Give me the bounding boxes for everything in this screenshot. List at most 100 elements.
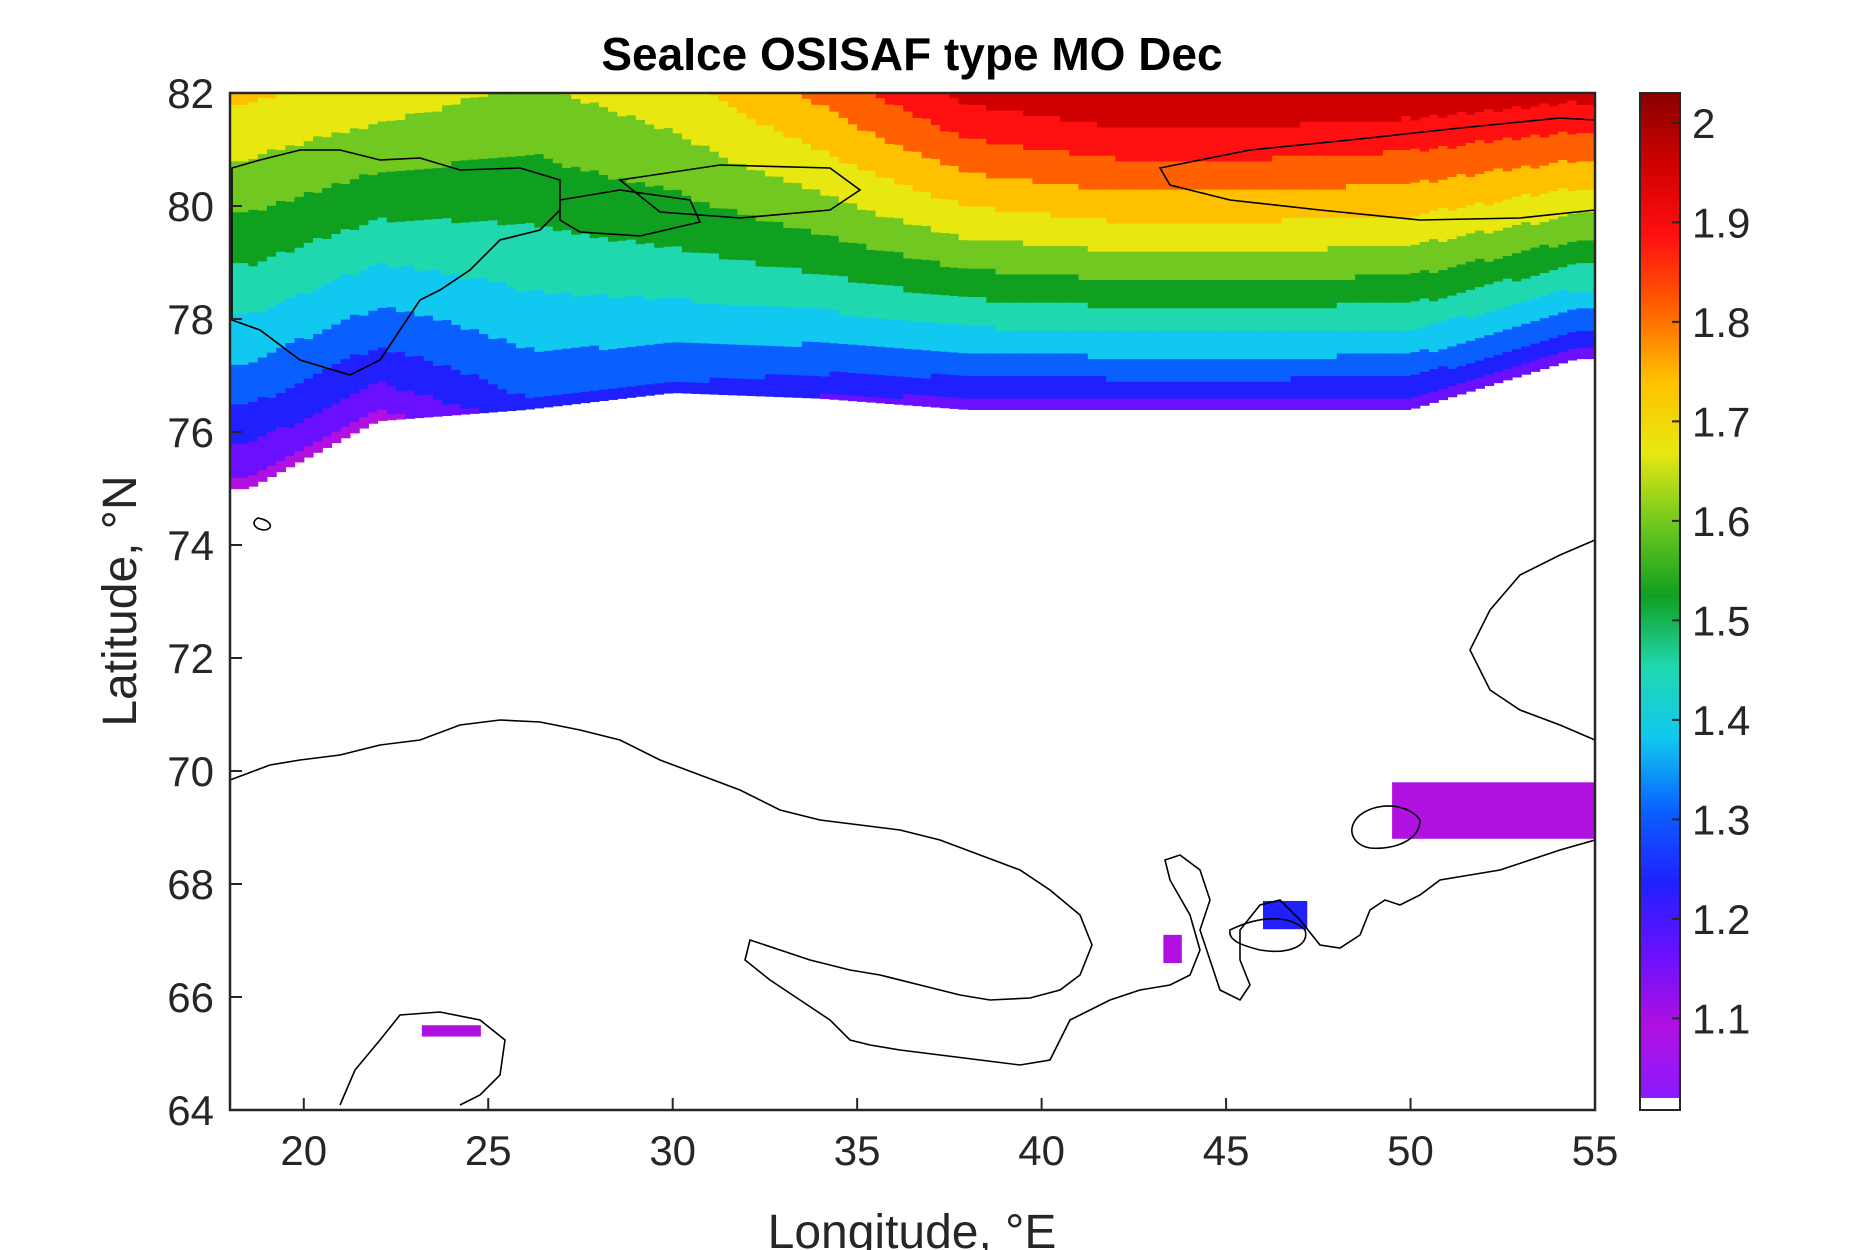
ice-cell (691, 274, 701, 281)
ice-cell (1004, 177, 1015, 184)
ice-cell (672, 183, 683, 190)
ice-cell (921, 146, 932, 153)
ice-cell (331, 222, 342, 229)
ice-cell (322, 238, 333, 245)
ice-cell (368, 118, 379, 125)
ice-cell (423, 94, 434, 102)
ice-cell (442, 341, 452, 349)
ice-cell (645, 202, 655, 210)
ice-cell (294, 275, 305, 282)
ice-cell (442, 127, 452, 134)
ice-cell (525, 346, 535, 353)
ice-cell (1013, 115, 1024, 122)
ice-cell (396, 130, 406, 138)
ice-cell (303, 366, 314, 373)
ice-cell (608, 105, 618, 112)
ice-cell (303, 163, 314, 170)
ice-cell (285, 178, 296, 185)
ice-cell (432, 94, 443, 101)
ice-cell (617, 302, 628, 309)
ice-cell (811, 284, 821, 292)
ice-cell (930, 316, 941, 323)
ice-cell (977, 398, 987, 405)
ice-cell (764, 93, 775, 98)
ice-cell (921, 259, 932, 266)
ice-cell (764, 379, 775, 386)
ice-cell (257, 119, 268, 126)
ice-cell (801, 143, 812, 150)
ice-cell (359, 162, 369, 169)
ice-cell (552, 247, 563, 254)
ice-cell (571, 290, 582, 297)
ice-cell (635, 136, 646, 143)
ice-cell (820, 392, 831, 400)
ice-cell (930, 147, 941, 154)
ice-cell (294, 230, 305, 237)
ice-cell (921, 140, 932, 147)
ice-cell (257, 187, 268, 194)
ice-cell (266, 239, 277, 246)
ice-cell (608, 365, 618, 372)
ice-cell (414, 259, 425, 266)
ice-cell (294, 388, 305, 395)
ice-cell (469, 181, 480, 188)
ice-cell (414, 236, 425, 243)
ice-cell (562, 348, 572, 355)
ice-cell (792, 93, 803, 99)
ice-cell (497, 100, 508, 107)
ice-cell (377, 160, 388, 167)
ice-cell (838, 100, 849, 107)
ice-cell (552, 140, 563, 147)
ice-cell (580, 261, 591, 268)
ice-cell (672, 336, 683, 343)
ice-cell (230, 217, 240, 224)
ice-cell (322, 249, 333, 256)
ice-cell (912, 207, 923, 215)
ice-cell (313, 310, 323, 318)
ice-cell (552, 117, 563, 124)
ice-cell (857, 93, 867, 97)
ice-cell (359, 185, 369, 192)
ice-cell (294, 145, 305, 152)
ice-cell (451, 397, 462, 404)
ice-cell (451, 358, 462, 365)
ice-cell (552, 93, 563, 96)
ice-cell (442, 364, 452, 371)
ice-cell (414, 366, 425, 373)
ice-cell (589, 226, 600, 233)
ice-cell (266, 250, 277, 257)
ice-cell (995, 262, 1006, 269)
ice-cell (958, 222, 969, 229)
ice-cell (626, 142, 637, 150)
ice-cell (230, 477, 240, 484)
ice-cell (1004, 302, 1015, 309)
ice-cell (460, 193, 471, 200)
ice-cell (1004, 126, 1015, 134)
ice-cell (506, 269, 517, 276)
ice-cell (386, 238, 397, 246)
ice-cell (405, 254, 416, 261)
ice-cell (700, 342, 711, 350)
ice-cell (635, 390, 646, 397)
ice-cell (386, 261, 397, 268)
ice-cell (377, 284, 388, 291)
ice-cell (313, 356, 323, 363)
ice-cell (967, 109, 978, 117)
ice-cell (432, 184, 443, 191)
ice-cell (847, 151, 858, 159)
ice-cell (774, 277, 784, 285)
ice-cell (912, 247, 923, 254)
ice-cell (230, 121, 240, 128)
ice-cell (728, 383, 738, 390)
ice-cell (423, 264, 434, 271)
ice-cell (589, 135, 600, 143)
ice-cell (239, 477, 250, 484)
ice-cell (986, 302, 997, 309)
ice-cell (949, 142, 960, 150)
ice-cell (239, 138, 250, 145)
ice-cell (534, 266, 545, 273)
ice-cell (525, 98, 535, 105)
ice-cell (792, 114, 803, 121)
ice-cell (257, 159, 268, 166)
ice-cell (903, 274, 914, 282)
